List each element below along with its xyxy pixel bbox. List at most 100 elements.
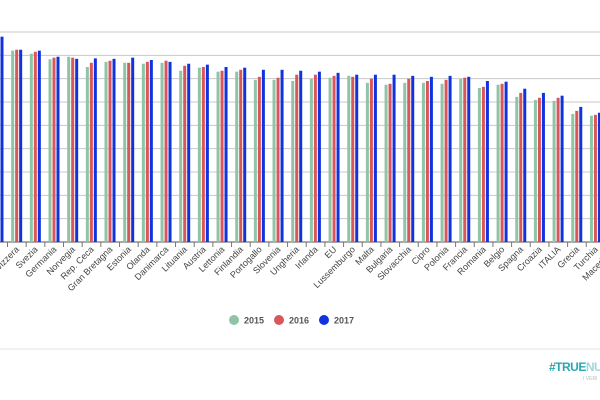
bar-2017-Germania <box>56 56 60 242</box>
bar-2017-Francia <box>467 76 471 242</box>
bar-2017-Svizzera <box>19 49 23 242</box>
bar-2017-Bulgaria <box>392 74 396 242</box>
logo-subtitle: I VERI <box>583 376 598 382</box>
bar-2016-Norvegia <box>71 57 75 242</box>
bar-2016-Lussemburgo <box>351 76 355 242</box>
bar-2015-Romania <box>477 88 481 242</box>
bar-2017-Grecia <box>579 106 583 243</box>
bar-2015-Rep. Ceca <box>85 67 89 242</box>
bar-2017-Romania <box>485 81 489 242</box>
legend-marker-2016 <box>274 315 284 325</box>
bar-2015-Polonia <box>440 83 444 242</box>
bar-2017-Lussemburgo <box>355 74 359 242</box>
bar-2017-ITALIA <box>560 95 564 242</box>
bar-2016-Francia <box>463 77 467 242</box>
bar-2015-EU <box>328 77 332 242</box>
legend: 2015 2016 2017 <box>229 315 354 326</box>
bar-2016-Malta <box>369 78 373 243</box>
bar-2016-Austria <box>201 67 205 242</box>
bar-2015-Francia <box>459 78 463 243</box>
bar-2016-Irlanda <box>313 74 317 242</box>
bar-2016-Spagna <box>519 92 523 243</box>
bar-2015-Slovacchia <box>403 82 407 242</box>
bar-2015-Finlandia <box>235 71 239 243</box>
bar-2016-Estonia <box>127 62 131 242</box>
bar-2017-Spagna <box>523 88 527 242</box>
bar-2016-Olanda <box>145 61 149 242</box>
bar-2017-Ungheria <box>299 70 303 242</box>
bar-2016-Ungheria <box>295 74 299 242</box>
bar-2017-Irlanda <box>317 71 321 243</box>
bar-2017-Norvegia <box>75 58 79 243</box>
bar-2016-Belgio <box>500 83 504 242</box>
bar-2016-Portogallo <box>257 76 261 242</box>
bar-2015-Turchia <box>589 115 593 242</box>
bar-2016-Finlandia <box>239 69 243 242</box>
bar-2015-Croazia <box>533 99 537 243</box>
bar-2017-Turchia <box>597 112 600 242</box>
bar-2015-Slovenia <box>272 79 276 242</box>
bar-2017-Polonia <box>448 75 452 242</box>
bar-2015-Gran Bretagna <box>104 61 108 242</box>
bar-2016-EU <box>332 75 336 242</box>
bar-2016-Lituania <box>183 65 187 242</box>
legend-label: 2017 <box>334 316 354 326</box>
bar-2016-Danimarca <box>164 60 168 243</box>
bar-2015-Germania <box>48 59 52 242</box>
bar-2015-Spagna <box>515 96 519 242</box>
bar-2015-Olanda <box>141 63 145 242</box>
bar-2015-Lussemburgo <box>347 75 351 242</box>
bar-2017-Croazia <box>541 92 545 243</box>
bar-2017-Estonia <box>131 57 135 242</box>
bar-2016-Croazia <box>537 97 541 242</box>
bar-2015-Lituania <box>179 70 183 242</box>
bar-2017-Danimarca <box>168 61 172 242</box>
bar-2017-Austria <box>205 64 209 243</box>
legend-label: 2015 <box>244 316 264 326</box>
bar-2017-Malta <box>373 74 377 242</box>
bar-2016-Romania <box>481 86 485 242</box>
legend-label: 2016 <box>289 316 309 326</box>
bar-2015-Lettonia <box>216 71 220 243</box>
bar-2017-Lettonia <box>224 67 228 242</box>
legend-marker-2015 <box>229 315 239 325</box>
bar-2016-Svizzera <box>15 49 19 242</box>
bar-2015-Cipro <box>421 82 425 242</box>
bar-2017-Belgio <box>504 81 508 242</box>
bar-2016-ITALIA <box>556 97 560 242</box>
bar-2015-Norvegia <box>67 56 71 242</box>
bar-2016-Turchia <box>593 114 597 242</box>
legend-marker-2017 <box>319 315 329 325</box>
bar-2016-Slovacchia <box>407 78 411 243</box>
bar-2017-Svezia <box>37 50 41 242</box>
bar-2016-Germania <box>52 57 56 242</box>
bar-2017-Portogallo <box>261 69 265 242</box>
bar-2016-Svezia <box>33 51 37 243</box>
bar-2015-Bulgaria <box>384 84 388 242</box>
bar-2016-Bulgaria <box>388 83 392 242</box>
bar-2017-Rep. Ceca <box>93 58 97 242</box>
bar-2016-Cipro <box>425 81 429 242</box>
bar-2016-Lettonia <box>220 70 224 242</box>
bar-2017-Gran Bretagna <box>112 58 116 243</box>
bar-2016-Slovenia <box>276 77 280 242</box>
logo-text-light: NUM <box>585 360 600 374</box>
x-ticks <box>7 242 587 247</box>
bar-2016-Polonia <box>444 79 448 242</box>
bar-2015-Danimarca <box>160 62 164 242</box>
bar-2016-Grecia <box>575 110 579 242</box>
bar-2015-Portogallo <box>253 79 257 242</box>
bar-2015-Estonia <box>123 62 127 242</box>
bar-2017-Slovenia <box>280 69 284 242</box>
bar-2016-Rep. Ceca <box>89 62 93 242</box>
bar-2015-Svizzera <box>11 50 15 242</box>
bar-2017-Slovacchia <box>411 75 415 242</box>
bar-2015-Malta <box>365 82 369 242</box>
bar-2015-ITALIA <box>552 100 556 242</box>
truenumbers-logo: #TRUENUM <box>549 360 600 374</box>
bar-2017-first <box>0 36 4 242</box>
bar-2017-Olanda <box>149 60 153 242</box>
bar-2015-Grecia <box>571 113 575 243</box>
